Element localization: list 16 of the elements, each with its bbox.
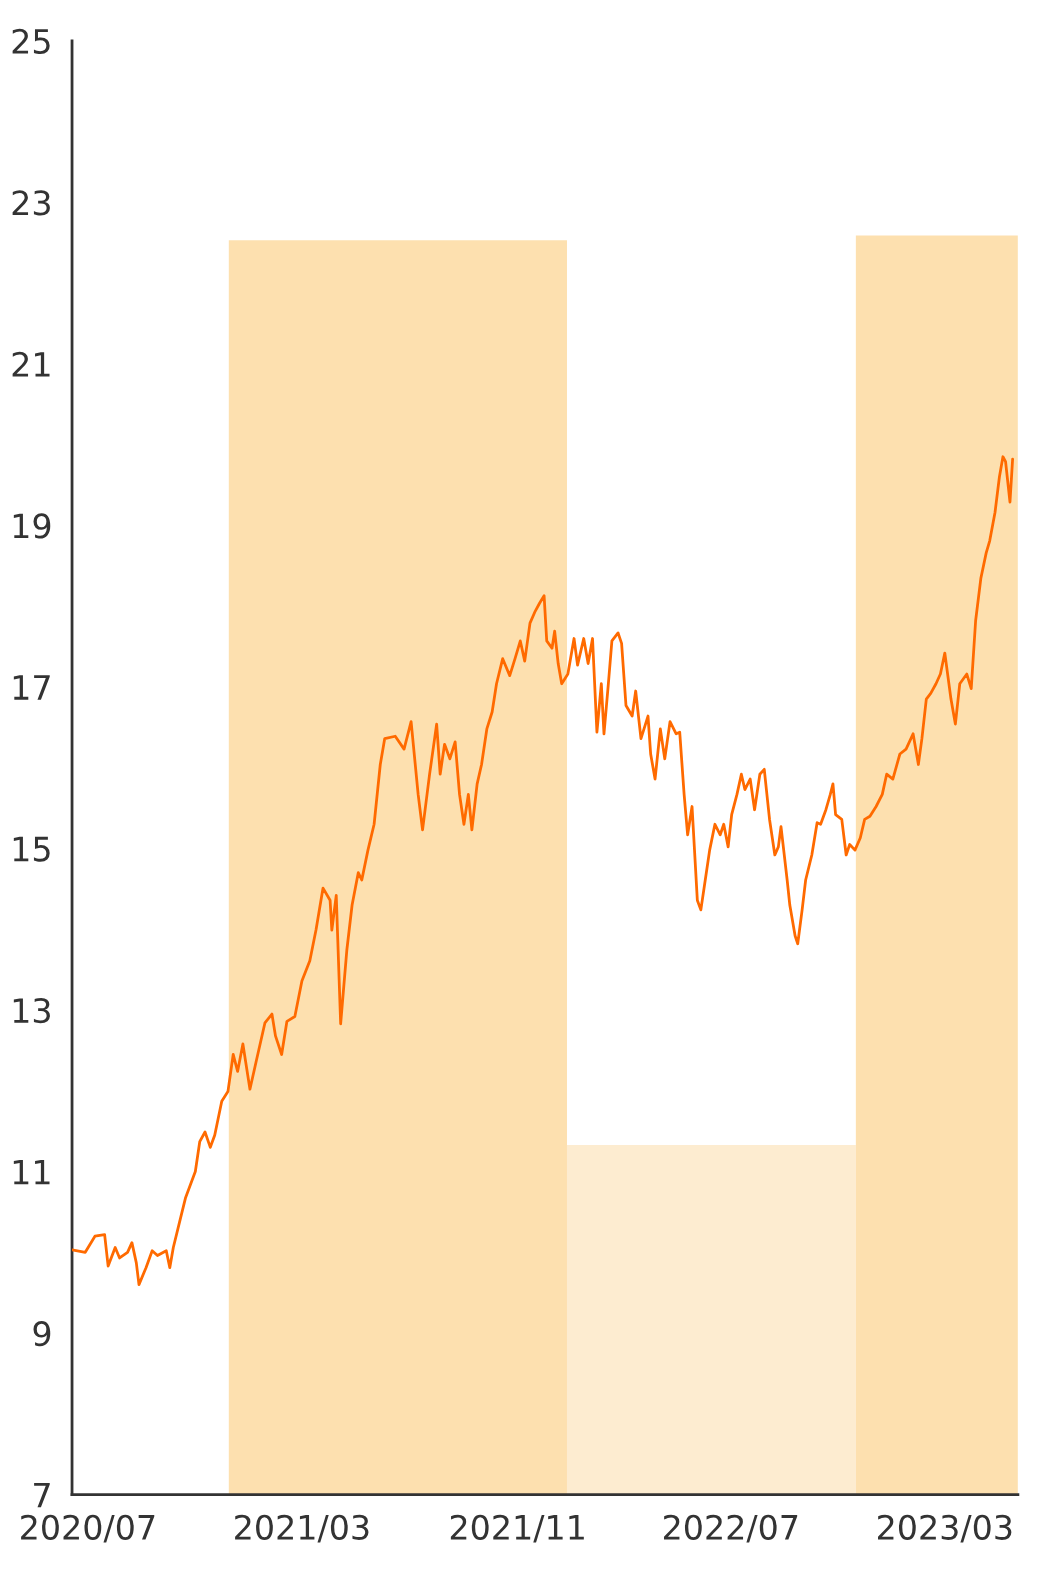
line-series (72, 455, 1015, 1287)
y-tick-label: 17 (13, 675, 50, 700)
y-tick-label: 25 (12, 28, 50, 54)
y-tick-label: 21 (12, 351, 50, 377)
y-tick-label: 7 (34, 1483, 50, 1508)
y-tick-label: 13 (13, 997, 50, 1024)
x-tick-label: 2023/03 (878, 1514, 1012, 1543)
x-tick-label: 2021/11 (450, 1514, 584, 1543)
y-tick-label: 9 (33, 1321, 51, 1347)
x-tick-label: 2022/07 (664, 1514, 798, 1543)
y-tick-label: 15 (13, 836, 50, 862)
y-tick-label: 11 (13, 1159, 50, 1185)
y-tick-label: 23 (12, 190, 50, 216)
y-tick-label: 19 (13, 513, 51, 539)
x-tick-label: 2021/03 (235, 1514, 369, 1543)
x-tick-label: 2020/07 (21, 1514, 155, 1543)
